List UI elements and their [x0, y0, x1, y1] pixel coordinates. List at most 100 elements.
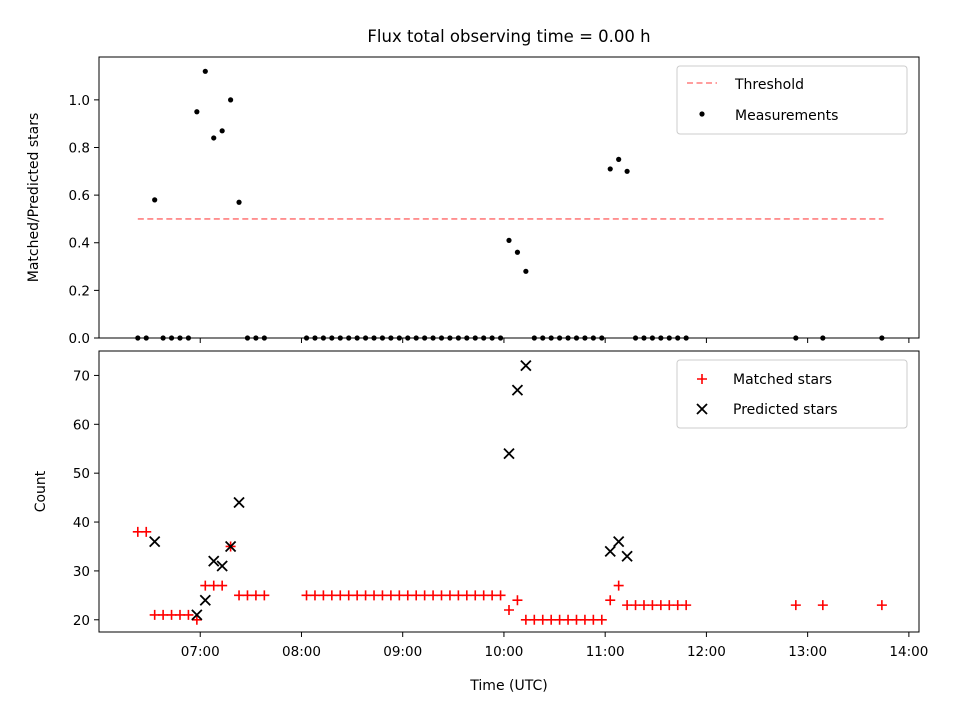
predicted-star-point: [520, 360, 532, 372]
matched-star-point: [495, 590, 506, 601]
predicted-star-point: [224, 540, 237, 553]
predicted-star-point: [621, 550, 633, 562]
x-tick-label: 08:00: [282, 644, 321, 660]
legend-matched-label: Matched stars: [733, 372, 832, 388]
measurement-point: [607, 166, 613, 172]
predicted-star-point: [149, 535, 161, 548]
chart-title: Flux total observing time = 0.00 h: [367, 27, 650, 46]
matched-star-point: [630, 600, 641, 611]
x-tick-label: 11:00: [586, 644, 625, 660]
bottom-axes-frame: [98, 350, 920, 633]
bottom-legend: Matched stars Predicted stars: [676, 359, 908, 429]
top-legend: Threshold Measurements: [676, 65, 908, 135]
top-axes-frame: [98, 56, 920, 339]
matched-star-point: [554, 614, 565, 625]
matched-star-point: [487, 590, 498, 601]
matched-star-point: [183, 609, 194, 620]
top-y-tick-label: 0.0: [69, 331, 90, 347]
matched-star-point: [360, 590, 371, 601]
legend-measurements-label: Measurements: [735, 108, 838, 124]
bottom-y-axis-label: Count: [33, 470, 49, 512]
measurement-point: [194, 109, 200, 115]
top-y-tick-label: 0.2: [69, 283, 90, 299]
bottom-y-tick-label: 50: [73, 466, 90, 482]
matched-star-point: [588, 614, 599, 625]
matched-star-point: [579, 614, 590, 625]
matched-star-point: [250, 590, 261, 601]
matched-star-point: [402, 590, 413, 601]
matched-star-point: [259, 590, 270, 601]
matched-star-point: [335, 590, 346, 601]
matched-star-point: [234, 590, 245, 601]
predicted-star-point: [604, 545, 616, 558]
matched-star-point: [613, 580, 624, 591]
top-y-tick-label: 1.0: [69, 93, 90, 109]
matched-star-point: [520, 614, 531, 625]
matched-star-point: [453, 590, 464, 601]
matched-star-point: [132, 526, 143, 537]
matched-star-point: [605, 595, 616, 606]
matched-star-point: [664, 600, 675, 611]
measurement-point: [616, 156, 622, 162]
measurement-point: [514, 249, 521, 255]
matched-star-point: [504, 605, 514, 616]
matched-star-point: [444, 590, 455, 601]
matched-star-point: [876, 600, 887, 611]
matched-star-point: [301, 590, 312, 601]
measurement-point: [152, 197, 158, 203]
matched-star-point: [419, 590, 430, 601]
legend-box: [676, 359, 908, 429]
matched-star-point: [326, 590, 337, 601]
matched-star-point: [622, 600, 633, 611]
matched-star-point: [681, 600, 692, 611]
matched-star-point: [217, 580, 228, 591]
matched-star-point: [596, 614, 607, 625]
measurement-point: [228, 97, 234, 103]
legend-measurements-swatch: [699, 111, 705, 117]
predicted-star-point: [511, 384, 524, 396]
matched-star-point: [790, 600, 801, 611]
matched-star-point: [377, 590, 388, 601]
bottom-y-tick-label: 30: [73, 564, 90, 580]
legend-box: [676, 65, 908, 135]
matched-star-point: [529, 614, 540, 625]
predicted-star-point: [233, 496, 245, 509]
matched-star-point: [655, 600, 666, 611]
matched-star-point: [478, 590, 489, 601]
x-tick-label: 12:00: [687, 644, 726, 660]
matched-star-point: [352, 590, 363, 601]
matched-star-point: [563, 614, 574, 625]
matched-star-point: [512, 595, 523, 606]
measurement-point: [236, 199, 242, 205]
matched-star-point: [436, 590, 447, 601]
matched-star-point: [647, 600, 658, 611]
matched-star-point: [343, 590, 354, 601]
matched-star-point: [411, 590, 422, 601]
measurement-point: [624, 168, 630, 174]
matched-star-point: [817, 600, 828, 611]
top-y-tick-label: 0.6: [69, 188, 90, 204]
matched-star-point: [394, 590, 405, 601]
x-tick-label: 14:00: [889, 644, 928, 660]
x-tick-label: 13:00: [788, 644, 827, 660]
matched-star-point: [571, 614, 582, 625]
top-y-tick-label: 0.8: [69, 140, 90, 156]
legend-threshold-label: Threshold: [734, 77, 804, 93]
x-axis-label: Time (UTC): [469, 678, 547, 694]
matched-star-point: [461, 590, 472, 601]
matched-star-point: [191, 614, 202, 625]
legend-matched-swatch: [697, 374, 707, 384]
measurement-point: [523, 268, 529, 274]
matched-star-point: [369, 590, 380, 601]
matched-star-point: [141, 526, 152, 537]
matched-star-point: [672, 600, 683, 611]
predicted-star-point: [199, 594, 211, 606]
matched-star-point: [208, 580, 219, 591]
measurement-point: [506, 237, 512, 243]
matched-star-point: [385, 590, 396, 601]
matched-star-point: [318, 590, 329, 601]
x-tick-label: 07:00: [181, 644, 220, 660]
top-panel: 0.0 0.2 0.4 0.6 0.8 1.0 Matched/Predicted star…: [26, 56, 920, 347]
predicted-star-point: [503, 447, 515, 460]
